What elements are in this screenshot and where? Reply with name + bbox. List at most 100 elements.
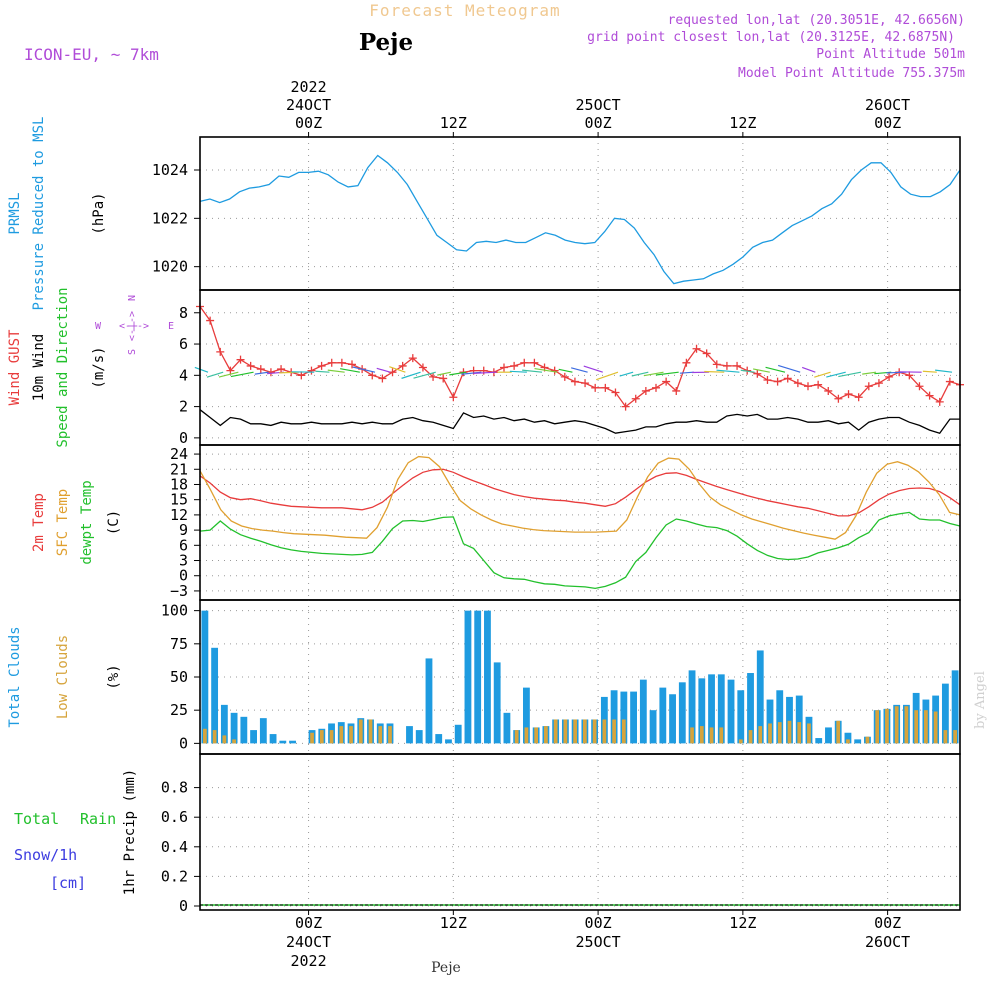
bar-total-clouds [504, 713, 511, 744]
gust-marker [561, 373, 569, 381]
bar-low-clouds [525, 727, 529, 743]
gust-marker [581, 379, 589, 387]
bar-total-clouds [279, 741, 286, 744]
bar-low-clouds [846, 739, 850, 743]
precip-snow-label: Snow/1h [14, 846, 77, 864]
gust-marker [682, 359, 690, 367]
bar-low-clouds [700, 726, 704, 743]
bar-low-clouds [359, 719, 363, 743]
bar-total-clouds [416, 730, 423, 743]
bar-low-clouds [788, 721, 792, 744]
gust-marker [763, 376, 771, 384]
bottom-tick-label: 12Z [729, 914, 756, 932]
bar-low-clouds [914, 710, 918, 743]
y-tick-label: 0.6 [161, 808, 188, 826]
wind-vector [377, 368, 390, 372]
y-tick-label: 75 [170, 635, 188, 653]
top-tick-label: 12Z [729, 114, 756, 132]
top-tick-label: 00Z [295, 114, 322, 132]
y-axis-label: SFC Temp [55, 489, 71, 556]
bar-low-clouds [349, 726, 353, 743]
precip-rain-label: Rain [80, 810, 116, 828]
y-tick-label: 50 [170, 668, 188, 686]
bottom-date-label: 24OCT [286, 933, 331, 951]
compass-n: N [127, 295, 138, 301]
top-date-label: 26OCT [865, 96, 910, 114]
wind-vector [255, 372, 269, 374]
bar-low-clouds [895, 706, 899, 743]
y-axis-label: Wind GUST [7, 329, 23, 405]
y-tick-label: 2 [179, 398, 188, 416]
panel-frame [200, 445, 960, 600]
series-pressure [200, 156, 960, 284]
model-label: ICON-EU, ~ 7km [24, 45, 159, 64]
bar-low-clouds [875, 710, 879, 743]
bottom-date-label: 26OCT [865, 933, 910, 951]
bar-total-clouds [815, 738, 822, 743]
bottom-tick-label: 00Z [585, 914, 612, 932]
bar-low-clouds [612, 719, 616, 743]
y-tick-label: 1024 [152, 161, 188, 179]
bar-low-clouds [807, 723, 811, 743]
gust-marker [449, 393, 457, 401]
bar-low-clouds [797, 722, 801, 743]
gust-marker [530, 359, 538, 367]
gust-marker [946, 378, 954, 386]
y-tick-label: 1022 [152, 209, 188, 227]
y-tick-label: 4 [179, 366, 188, 384]
y-tick-label: 100 [161, 602, 188, 620]
chart-title: Forecast Meteogram [369, 1, 560, 20]
y-tick-label: 0.2 [161, 867, 188, 885]
y-tick-label: 25 [170, 701, 188, 719]
wind-vector [195, 367, 208, 372]
gust-marker [510, 362, 518, 370]
gust-marker [307, 367, 315, 375]
gust-marker [753, 370, 761, 378]
panel-frame [200, 754, 960, 910]
wind-compass-legend: N S <-|-> W <-|-> E [95, 295, 174, 355]
gust-marker [216, 348, 224, 356]
y-tick-label: 24 [170, 445, 188, 463]
gust-marker [936, 398, 944, 406]
bottom-date-label: 25OCT [576, 933, 621, 951]
bar-total-clouds [640, 680, 647, 744]
top-tick-label: 00Z [585, 114, 612, 132]
precip-axis-label: 1hr Precip (mm) [122, 769, 138, 895]
gust-marker [338, 359, 346, 367]
gust-marker [378, 374, 386, 382]
top-date-label: 25OCT [576, 96, 621, 114]
y-axis-unit: (m/s) [91, 346, 107, 388]
bar-low-clouds [953, 730, 957, 743]
gust-marker [318, 362, 326, 370]
compass-w: W [95, 321, 102, 332]
bar-total-clouds [260, 718, 267, 743]
bar-total-clouds [737, 690, 744, 743]
y-tick-label: 6 [179, 335, 188, 353]
y-tick-label: 8 [179, 304, 188, 322]
bar-low-clouds [905, 706, 909, 743]
wind-vector [680, 372, 694, 373]
gust-marker [652, 384, 660, 392]
bottom-year-label: 2022 [291, 952, 327, 970]
wind-vector [328, 370, 345, 372]
y-tick-label: 0.4 [161, 838, 188, 856]
bar-total-clouds [494, 662, 501, 743]
series-2m-temp [200, 469, 960, 516]
bar-low-clouds [758, 726, 762, 743]
compass-e: E [168, 321, 174, 332]
bar-low-clouds [573, 719, 577, 743]
bar-total-clouds [669, 694, 676, 743]
gust-marker [723, 362, 731, 370]
y-axis-label: Speed and Direction [55, 287, 71, 447]
gust-marker [784, 374, 792, 382]
bar-total-clouds [211, 648, 218, 744]
y-axis-unit: (hPa) [91, 192, 107, 234]
gust-marker [247, 362, 255, 370]
bar-total-clouds [630, 692, 637, 744]
bar-low-clouds [603, 719, 607, 743]
bar-low-clouds [944, 730, 948, 743]
bar-low-clouds [583, 719, 587, 743]
bar-low-clouds [378, 726, 382, 743]
bar-total-clouds [825, 727, 832, 743]
